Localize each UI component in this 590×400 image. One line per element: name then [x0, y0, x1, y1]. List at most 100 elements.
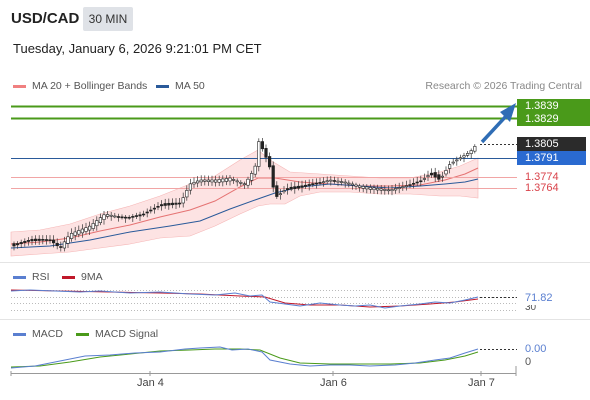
candle-body	[437, 174, 441, 180]
candle-body	[91, 223, 95, 229]
candle-body	[379, 188, 383, 191]
legend-bollinger: MA 20 + Bollinger Bands	[13, 80, 147, 92]
candle-body	[210, 179, 214, 183]
candle-body	[264, 148, 268, 158]
candle-body	[440, 175, 445, 178]
candle-body	[19, 242, 23, 245]
rsi-value: 71.82	[525, 292, 553, 304]
candle-body	[217, 179, 221, 183]
candle-body	[224, 178, 229, 182]
candle-body	[357, 185, 362, 188]
ma50-legend-label: MA 50	[175, 80, 205, 92]
candle-body	[33, 238, 38, 242]
macd-line	[10, 346, 479, 369]
candle-body	[257, 141, 261, 167]
candle-body	[282, 190, 286, 193]
candle-body	[113, 215, 117, 218]
candle-body	[275, 185, 279, 197]
candle-body	[145, 211, 149, 214]
candle-body	[116, 216, 120, 218]
macd-legend-label: MACD	[32, 328, 63, 340]
candle-body	[429, 172, 434, 176]
support-price-2: 1.3764	[525, 182, 559, 194]
candle-body	[473, 146, 477, 152]
candle-body	[339, 181, 344, 183]
candle-body	[469, 150, 473, 154]
candle-body	[300, 185, 304, 188]
candle-body	[451, 161, 455, 164]
candle-body	[336, 180, 340, 183]
candle-body	[15, 243, 20, 246]
macd-signal-line	[10, 348, 479, 368]
candle-body	[44, 239, 48, 241]
rsi-9ma-line	[10, 289, 479, 308]
candle-body	[260, 141, 265, 150]
timestamp: Tuesday, January 6, 2026 9:21:01 PM CET	[13, 41, 262, 56]
candle-body	[134, 215, 139, 217]
candle-body	[70, 233, 74, 239]
macd-signal-swatch	[76, 332, 89, 336]
x-axis-label-jan7: Jan 7	[468, 377, 495, 389]
candle-body	[206, 179, 211, 182]
candle-body	[30, 239, 34, 242]
rsi-swatch	[13, 275, 26, 279]
candle-body	[314, 182, 319, 185]
candle-body	[178, 202, 182, 205]
candle-body	[354, 184, 358, 187]
candle-body	[372, 187, 376, 191]
candle-body	[199, 179, 203, 183]
candle-body	[37, 238, 41, 241]
candle-body	[426, 175, 430, 177]
candle-body	[393, 188, 398, 191]
candle-body	[138, 214, 142, 217]
rsi-9ma-legend-label: 9MA	[81, 271, 103, 283]
candle-body	[131, 216, 135, 218]
candle-body	[278, 193, 283, 195]
candle-body	[329, 179, 333, 182]
candle-body	[307, 184, 311, 186]
candle-body	[73, 231, 77, 236]
candle-body	[246, 178, 250, 186]
candle-body	[106, 214, 110, 217]
candle-body	[365, 186, 369, 190]
candle-body	[267, 156, 272, 168]
timeframe-badge[interactable]: 30 MIN	[83, 7, 133, 31]
rsi-9ma-swatch	[62, 275, 75, 279]
candle-body	[232, 179, 236, 181]
candle-body	[444, 170, 448, 175]
candle-body	[214, 179, 218, 183]
candle-body	[48, 239, 52, 242]
candle-body	[332, 180, 337, 182]
candle-body	[368, 187, 373, 190]
candle-body	[120, 216, 124, 219]
candle-body	[253, 165, 257, 175]
candle-body	[347, 182, 351, 185]
rsi-legend-label: RSI	[32, 271, 50, 283]
candle-body	[98, 217, 102, 224]
candle-body	[285, 188, 290, 190]
candle-body	[80, 228, 84, 234]
candle-body	[188, 183, 193, 191]
candle-body	[228, 177, 232, 182]
candle-body	[95, 220, 99, 227]
candle-body	[102, 214, 106, 220]
candle-body	[77, 230, 81, 235]
x-axis-label-jan6: Jan 6	[320, 377, 347, 389]
rsi-level-label: 30	[525, 305, 537, 312]
candle-body	[235, 180, 239, 183]
candle-body	[455, 159, 459, 162]
candle-body	[375, 188, 380, 191]
candle-body	[41, 239, 45, 241]
candle-body	[250, 173, 254, 181]
candle-body	[242, 183, 247, 186]
candle-body	[458, 157, 463, 160]
candle-body	[397, 187, 401, 189]
candle-body	[401, 186, 405, 188]
candle-body	[174, 202, 178, 205]
candle-body	[350, 183, 355, 186]
bollinger-legend-label: MA 20 + Bollinger Bands	[32, 80, 148, 92]
candle-body	[462, 155, 466, 158]
candle-body	[404, 185, 409, 187]
support-price-1: 1.3774	[525, 171, 559, 183]
projection-arrow-shaft	[480, 112, 510, 144]
